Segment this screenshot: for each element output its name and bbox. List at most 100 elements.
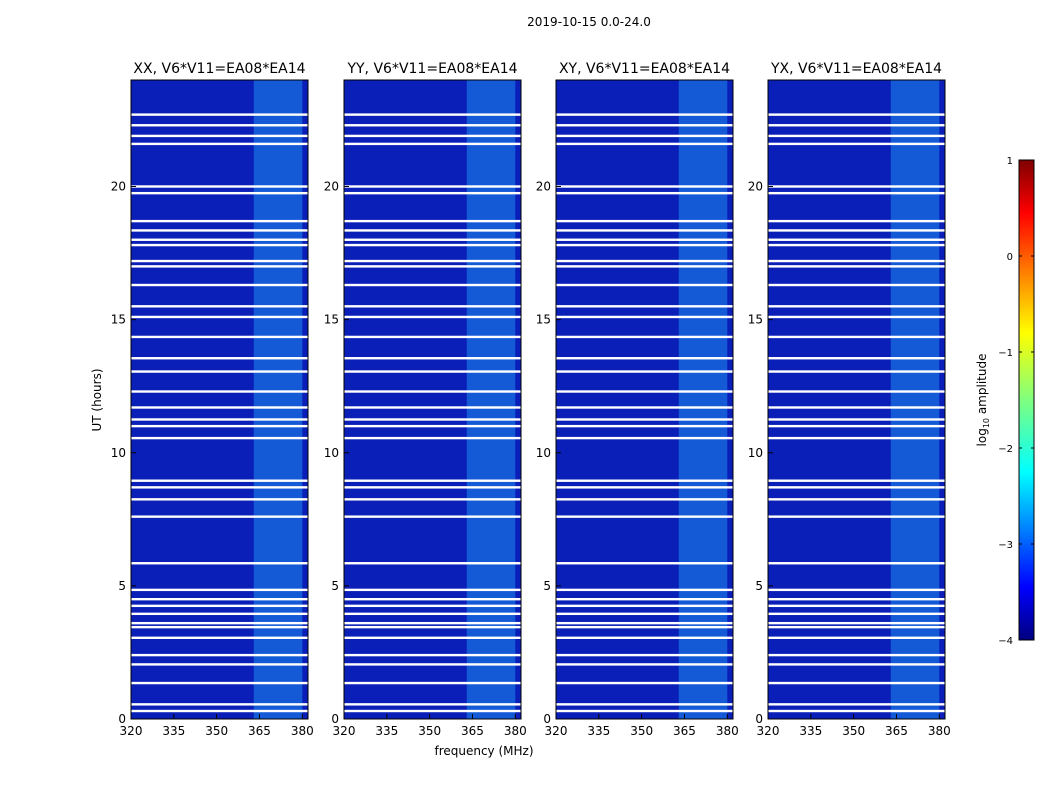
flagged-row <box>556 370 733 373</box>
flagged-row <box>344 185 521 188</box>
flagged-row <box>768 185 945 188</box>
flagged-row <box>768 681 945 685</box>
flagged-row <box>344 663 521 666</box>
panel-frame <box>343 79 522 720</box>
flagged-row <box>131 604 308 608</box>
flagged-row <box>344 406 521 409</box>
panel-frame <box>130 79 309 720</box>
flagged-row <box>344 357 521 360</box>
flagged-row <box>556 418 733 421</box>
flagged-row <box>556 597 733 601</box>
flagged-row <box>344 498 521 501</box>
flagged-row <box>131 636 308 639</box>
spectrogram-panel: YY, V6*V11=EA08*EA14 320 335 350 365 380 0 5 10 1… <box>324 61 527 738</box>
flagged-row <box>556 238 733 241</box>
flagged-row <box>344 625 521 629</box>
flagged-row <box>768 436 945 440</box>
flagged-row <box>768 219 945 223</box>
colorbar-tick-label: −4 <box>998 636 1013 647</box>
y-tick-label: 20 <box>111 180 126 194</box>
flagged-row <box>768 663 945 666</box>
flagged-row <box>344 219 521 223</box>
flagged-row <box>556 498 733 501</box>
flagged-row <box>556 124 733 127</box>
y-tick-label: 5 <box>755 579 763 593</box>
flagged-row <box>131 515 308 518</box>
flagged-row <box>556 191 733 195</box>
flagged-row <box>344 436 521 440</box>
y-tick-label: 10 <box>748 446 763 460</box>
flagged-row <box>768 612 945 616</box>
y-tick-label: 5 <box>118 579 126 593</box>
flagged-row <box>344 681 521 685</box>
flagged-row <box>344 191 521 195</box>
x-tick-label: 380 <box>291 724 314 738</box>
x-tick-label: 350 <box>842 724 865 738</box>
x-tick-label: 335 <box>375 724 398 738</box>
flagged-row <box>344 238 521 241</box>
x-tick-label: 320 <box>757 724 780 738</box>
flagged-row <box>556 636 733 639</box>
flagged-row <box>768 238 945 241</box>
flagged-row <box>344 597 521 601</box>
flagged-row <box>131 357 308 360</box>
flagged-row <box>131 418 308 421</box>
flagged-row <box>344 515 521 518</box>
spectrogram-panel: XX, V6*V11=EA08*EA14 320 335 350 365 380 0 5 10 1… <box>111 61 314 738</box>
flagged-row <box>768 370 945 373</box>
flagged-row <box>131 315 308 319</box>
flagged-row <box>131 625 308 629</box>
flagged-row <box>556 357 733 360</box>
flagged-row <box>768 597 945 601</box>
flagged-row <box>556 185 733 188</box>
flagged-row <box>344 243 521 247</box>
flagged-row <box>344 283 521 287</box>
flagged-row <box>344 305 521 308</box>
flagged-row <box>344 370 521 373</box>
flagged-row <box>131 703 308 706</box>
flagged-row <box>131 390 308 393</box>
flagged-row <box>344 621 521 625</box>
flagged-row <box>556 588 733 592</box>
flagged-row <box>131 238 308 241</box>
flagged-row <box>131 283 308 287</box>
flagged-row <box>344 424 521 428</box>
flagged-row <box>131 424 308 428</box>
flagged-row <box>344 562 521 565</box>
x-tick-label: 350 <box>630 724 653 738</box>
flagged-row <box>768 142 945 146</box>
colorbar-gradient <box>1018 159 1035 641</box>
flagged-row <box>768 424 945 428</box>
flagged-row <box>768 479 945 482</box>
y-tick-label: 15 <box>324 313 339 327</box>
flagged-row <box>556 265 733 268</box>
x-tick-label: 350 <box>205 724 228 738</box>
flagged-row <box>131 486 308 489</box>
x-tick-label: 335 <box>587 724 610 738</box>
flagged-row <box>556 305 733 308</box>
flagged-row <box>768 259 945 263</box>
flagged-row <box>344 124 521 127</box>
y-tick-label: 5 <box>331 579 339 593</box>
flagged-row <box>131 259 308 263</box>
flagged-row <box>768 709 945 713</box>
flagged-row <box>131 185 308 188</box>
flagged-row <box>556 390 733 393</box>
flagged-row <box>131 709 308 713</box>
x-tick-label: 335 <box>162 724 185 738</box>
y-tick-label: 5 <box>543 579 551 593</box>
flagged-row <box>768 305 945 308</box>
flagged-row <box>768 588 945 592</box>
flagged-row <box>768 625 945 629</box>
flagged-row <box>344 134 521 138</box>
colorbar: 1 0 −1 −2 −3 −4 <box>998 156 1035 647</box>
flagged-row <box>768 653 945 657</box>
x-tick-label: 320 <box>333 724 356 738</box>
flagged-row <box>556 229 733 232</box>
panel-title: YX, V6*V11=EA08*EA14 <box>770 61 942 77</box>
flagged-row <box>131 124 308 127</box>
flagged-row <box>556 315 733 319</box>
flagged-row <box>556 406 733 409</box>
y-tick-label: 0 <box>118 712 126 726</box>
flagged-row <box>556 562 733 565</box>
